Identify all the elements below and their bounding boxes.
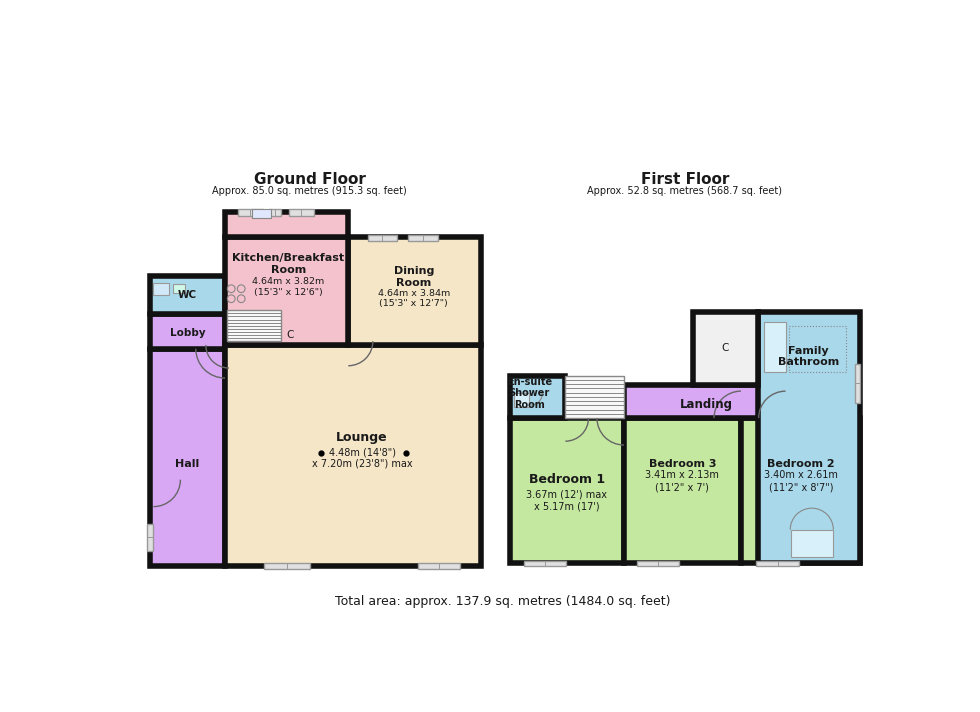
Text: Total area: approx. 137.9 sq. metres (1484.0 sq. feet): Total area: approx. 137.9 sq. metres (14… <box>334 595 670 608</box>
Text: 4.48m (14'8")
x 7.20m (23'8") max: 4.48m (14'8") x 7.20m (23'8") max <box>312 447 413 469</box>
Bar <box>150 349 225 566</box>
Bar <box>757 560 799 566</box>
Text: Dining
Room: Dining Room <box>394 266 434 288</box>
Bar <box>510 418 624 563</box>
Bar <box>225 345 481 566</box>
Bar <box>693 312 758 385</box>
Text: Bedroom 2: Bedroom 2 <box>767 459 835 469</box>
Text: Approx. 52.8 sq. metres (568.7 sq. feet): Approx. 52.8 sq. metres (568.7 sq. feet) <box>587 186 782 196</box>
Bar <box>758 312 860 563</box>
Bar <box>227 310 281 341</box>
Bar <box>269 209 281 216</box>
Text: Bedroom 1: Bedroom 1 <box>529 473 605 486</box>
Text: WC: WC <box>177 290 197 300</box>
Bar <box>147 523 153 550</box>
Text: C: C <box>722 343 729 353</box>
Bar <box>741 418 860 563</box>
Bar <box>409 235 438 241</box>
Text: 3.67m (12') max
x 5.17m (17'): 3.67m (12') max x 5.17m (17') <box>526 490 608 511</box>
Bar <box>225 237 348 345</box>
Text: Hall: Hall <box>175 459 200 469</box>
Text: C: C <box>287 330 294 340</box>
Bar <box>789 325 847 372</box>
Bar <box>252 209 271 218</box>
Bar <box>264 563 310 569</box>
Text: Family
Bathroom: Family Bathroom <box>778 346 839 367</box>
Text: Bedroom 3: Bedroom 3 <box>649 459 716 469</box>
Bar <box>624 385 786 418</box>
Text: Lobby: Lobby <box>170 328 205 338</box>
Bar <box>225 211 348 237</box>
Bar <box>368 235 397 241</box>
Bar <box>524 560 566 566</box>
Bar <box>154 283 169 295</box>
Text: Landing: Landing <box>680 398 733 411</box>
Bar <box>150 314 225 349</box>
Bar <box>855 364 860 403</box>
Text: Kitchen/Breakfast
Room: Kitchen/Breakfast Room <box>232 253 344 275</box>
Text: Lounge: Lounge <box>336 431 388 444</box>
Text: 4.64m x 3.84m
(15'3" x 12'7"): 4.64m x 3.84m (15'3" x 12'7") <box>377 289 450 308</box>
Bar <box>238 209 263 216</box>
Text: 3.40m x 2.61m
(11'2" x 8'7"): 3.40m x 2.61m (11'2" x 8'7") <box>764 471 838 492</box>
Bar <box>172 284 185 293</box>
Text: 3.41m x 2.13m
(11'2" x 7'): 3.41m x 2.13m (11'2" x 7') <box>646 471 719 492</box>
Text: First Floor: First Floor <box>641 172 729 187</box>
Bar <box>624 418 741 563</box>
Bar <box>514 393 529 407</box>
Bar <box>764 322 786 372</box>
Text: En-suite
Shower
Room: En-suite Shower Room <box>507 377 552 410</box>
Bar <box>348 237 481 345</box>
Bar <box>791 530 833 557</box>
Bar <box>565 376 624 418</box>
Bar <box>150 276 225 314</box>
Text: 4.64m x 3.82m
(15'3" x 12'6"): 4.64m x 3.82m (15'3" x 12'6") <box>252 278 324 297</box>
Text: Ground Floor: Ground Floor <box>254 172 366 187</box>
Text: Approx. 85.0 sq. metres (915.3 sq. feet): Approx. 85.0 sq. metres (915.3 sq. feet) <box>213 186 407 196</box>
Bar <box>637 560 679 566</box>
Bar <box>289 209 314 216</box>
Bar <box>510 376 565 418</box>
Bar <box>417 563 460 569</box>
